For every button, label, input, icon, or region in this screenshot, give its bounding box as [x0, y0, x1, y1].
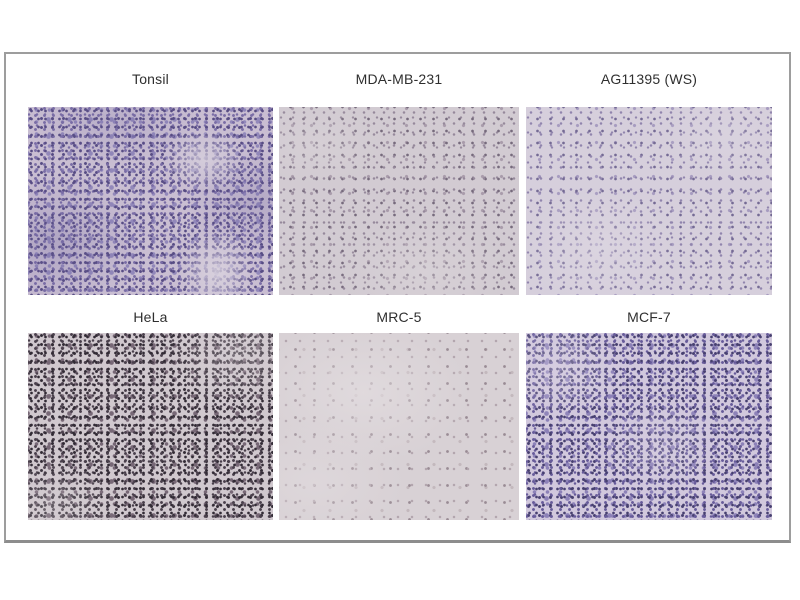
panel-label-mcf-7: MCF-7 — [627, 309, 671, 325]
micrograph-mcf-7 — [526, 333, 772, 520]
panel-label-ag11395-ws: AG11395 (WS) — [600, 71, 698, 87]
micrograph-mda-mb-231 — [279, 107, 519, 295]
panel-label-tonsil: Tonsil — [132, 71, 169, 87]
figure-frame: Tonsil MDA-MB-231 AG11395 (WS) HeLa MRC-… — [4, 52, 791, 543]
micrograph-mrc-5 — [279, 333, 519, 520]
micrograph-tonsil — [28, 107, 273, 295]
panel-label-hela: HeLa — [133, 309, 168, 325]
panel-label-mda-mb-231: MDA-MB-231 — [355, 71, 443, 87]
micrograph-ag11395-ws — [526, 107, 772, 295]
micrograph-hela — [28, 333, 273, 520]
panel-label-mrc-5: MRC-5 — [376, 309, 422, 325]
